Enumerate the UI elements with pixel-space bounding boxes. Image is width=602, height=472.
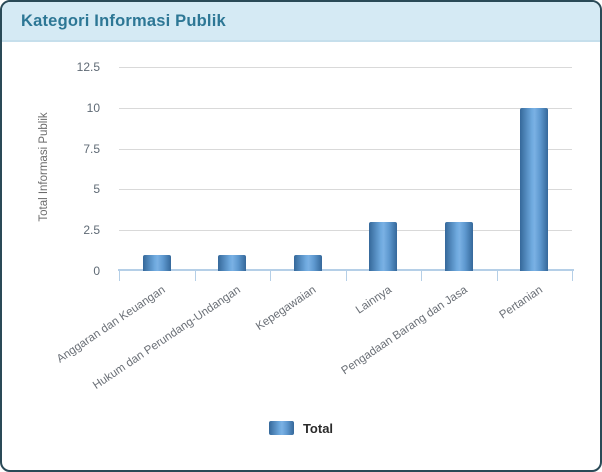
y-tick-label: 12.5	[76, 60, 100, 74]
bar-hukum-dan-perundang-undangan[interactable]	[218, 254, 247, 271]
x-axis-tick	[421, 270, 422, 281]
x-category-label: Pengadaan Barang dan Jasa	[339, 284, 470, 378]
x-category-label: Kepegawaian	[253, 284, 319, 333]
card-header: Kategori Informasi Publik	[2, 2, 600, 42]
y-axis-title: Total Informasi Publik	[38, 112, 50, 222]
x-axis-tick	[496, 270, 498, 281]
bar-kepegawaian[interactable]	[293, 254, 322, 271]
y-tick-label: 5	[93, 182, 100, 197]
legend-item-total[interactable]: Total	[302, 420, 334, 436]
y-tick-label: 10	[86, 100, 100, 115]
legend-swatch[interactable]	[268, 421, 294, 435]
gridline	[119, 148, 572, 150]
x-axis-tick	[270, 270, 271, 281]
x-category-label: Hukum dan Perundang-Undangan	[90, 284, 243, 392]
x-axis-tick	[345, 270, 347, 281]
bar-lainnya[interactable]	[369, 222, 398, 271]
x-category-label: Pertanian	[497, 284, 545, 322]
y-tick-label: 2.5	[83, 223, 100, 238]
x-axis-tick	[572, 270, 573, 281]
x-axis-tick	[194, 270, 196, 281]
bar-pertanian[interactable]	[520, 107, 549, 271]
bar-anggaran-dan-keuangan[interactable]	[142, 254, 171, 271]
page-title: Kategori Informasi Publik	[21, 11, 226, 30]
x-category-label: Lainnya	[353, 284, 394, 317]
y-tick-label: 0	[93, 264, 100, 278]
gridline	[119, 230, 572, 232]
x-axis-tick	[119, 270, 120, 281]
bar-pengadaan-barang-dan-jasa[interactable]	[444, 222, 473, 271]
legend: Total	[2, 419, 600, 437]
y-tick-label: 7.5	[83, 141, 100, 156]
gridline	[119, 189, 572, 191]
gridline	[119, 107, 572, 109]
gridline	[119, 67, 572, 68]
